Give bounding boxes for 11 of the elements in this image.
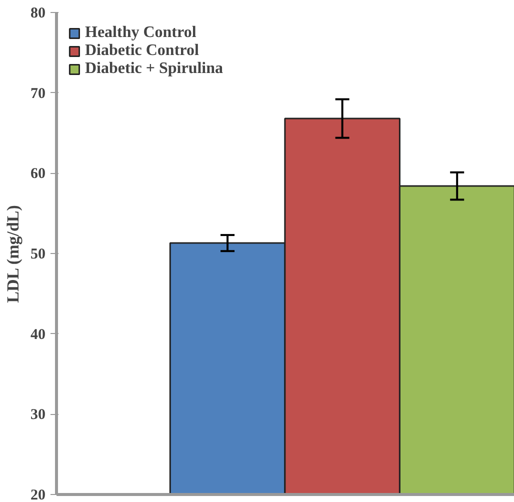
y-tick-label: 50 (30, 246, 46, 262)
y-tick-label: 40 (30, 326, 46, 343)
y-tick-label: 30 (30, 407, 46, 424)
legend-label: Diabetic Control (85, 42, 199, 60)
y-tick-label: 70 (30, 86, 46, 102)
y-tick-label: 60 (30, 166, 46, 182)
y-tick-label: 20 (30, 488, 46, 502)
y-axis-title: LDL (mg/dL) (4, 205, 22, 303)
legend-label: Healthy Control (85, 24, 196, 42)
y-tick-label: 80 (30, 6, 46, 22)
legend-label: Diabetic + Spirulina (85, 60, 224, 78)
